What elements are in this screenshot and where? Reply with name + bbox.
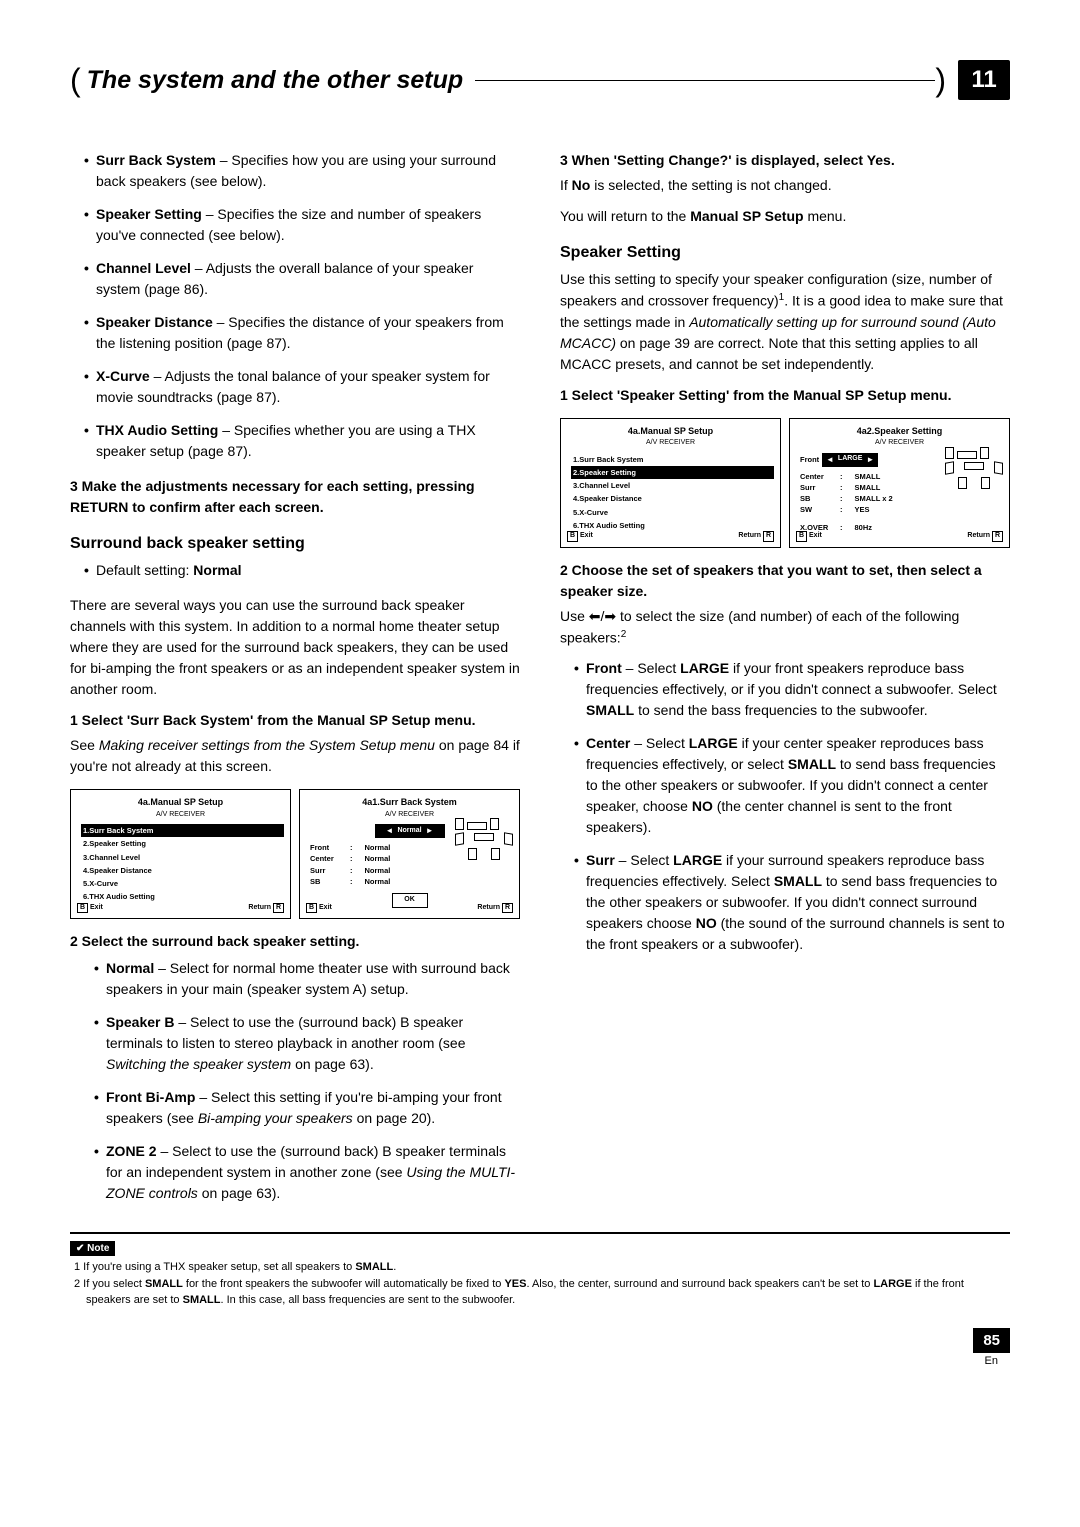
footnotes: ✔ Note 1 If you're using a THX speaker s…: [70, 1238, 1010, 1308]
content-columns: Surr Back System – Specifies how you are…: [70, 150, 1010, 1216]
osd-manual-sp: 4a.Manual SP Setup A/V RECEIVER 1.Surr B…: [70, 789, 291, 919]
r-step3-p2: You will return to the Manual SP Setup m…: [560, 206, 1010, 227]
footnote-1: 1 If you're using a THX speaker setup, s…: [70, 1260, 1010, 1275]
setting-item: X-Curve – Adjusts the tonal balance of y…: [84, 366, 520, 408]
setting-item: Channel Level – Adjusts the overall bala…: [84, 258, 520, 300]
chapter-number-badge: 11: [958, 60, 1010, 100]
surr-step2: 2 Select the surround back speaker setti…: [70, 931, 520, 952]
osd-row-1: 4a.Manual SP Setup A/V RECEIVER 1.Surr B…: [70, 789, 520, 919]
spk-para: Use this setting to specify your speaker…: [560, 269, 1010, 375]
option-item: Front Bi-Amp – Select this setting if yo…: [94, 1087, 520, 1129]
spk-use: Use ⬅/➡ to select the size (and number) …: [560, 606, 1010, 649]
footnote-rule: [70, 1232, 1010, 1234]
surr-options: Normal – Select for normal home theater …: [70, 958, 520, 1204]
surr-see: See Making receiver settings from the Sy…: [70, 735, 520, 777]
speaker-setting-heading: Speaker Setting: [560, 241, 1010, 265]
default-value: Normal: [193, 562, 241, 578]
speaker-item: Front – Select LARGE if your front speak…: [574, 658, 1010, 721]
paren-left: (: [70, 62, 81, 99]
chapter-header: ( The system and the other setup ) 11: [70, 60, 1010, 100]
header-title-wrap: ( The system and the other setup ): [70, 62, 946, 99]
setting-item: Speaker Distance – Specifies the distanc…: [84, 312, 520, 354]
speaker-item: Center – Select LARGE if your center spe…: [574, 733, 1010, 838]
page-footer: 85 En: [70, 1328, 1010, 1367]
osd-row-2: 4a.Manual SP Setup A/V RECEIVER 1.Surr B…: [560, 418, 1010, 548]
setting-item: Speaker Setting – Specifies the size and…: [84, 204, 520, 246]
footnote-2: 2 If you select SMALL for the front spea…: [70, 1277, 1010, 1308]
setting-item: Surr Back System – Specifies how you are…: [84, 150, 520, 192]
surr-back-heading: Surround back speaker setting: [70, 532, 520, 556]
option-item: Speaker B – Select to use the (surround …: [94, 1012, 520, 1075]
speaker-bullets: Front – Select LARGE if your front speak…: [560, 658, 1010, 955]
header-rule: [475, 80, 935, 81]
speaker-item: Surr – Select LARGE if your surround spe…: [574, 850, 1010, 955]
osd-manual-sp-2: 4a.Manual SP Setup A/V RECEIVER 1.Surr B…: [560, 418, 781, 548]
spk-step1: 1 Select 'Speaker Setting' from the Manu…: [560, 385, 1010, 406]
paren-right: ): [935, 62, 946, 99]
chapter-title: The system and the other setup: [87, 66, 463, 95]
default-setting: Default setting: Normal: [70, 560, 520, 581]
osd-surr-back: 4a1.Surr Back System A/V RECEIVER ◄Norma…: [299, 789, 520, 919]
option-item: ZONE 2 – Select to use the (surround bac…: [94, 1141, 520, 1204]
default-label: Default setting:: [96, 562, 193, 578]
surr-para: There are several ways you can use the s…: [70, 595, 520, 700]
note-label: ✔ Note: [70, 1241, 115, 1256]
right-column: 3 When 'Setting Change?' is displayed, s…: [560, 150, 1010, 1216]
option-item: Normal – Select for normal home theater …: [94, 958, 520, 1000]
left-column: Surr Back System – Specifies how you are…: [70, 150, 520, 1216]
setting-item: THX Audio Setting – Specifies whether yo…: [84, 420, 520, 462]
setting-list: Surr Back System – Specifies how you are…: [70, 150, 520, 462]
spk-step2: 2 Choose the set of speakers that you wa…: [560, 560, 1010, 602]
speaker-layout-icon: [455, 818, 513, 860]
r-step3: 3 When 'Setting Change?' is displayed, s…: [560, 150, 1010, 171]
r-step3-p1: If No is selected, the setting is not ch…: [560, 175, 1010, 196]
osd-speaker-setting: 4a2.Speaker Setting A/V RECEIVER Front◄L…: [789, 418, 1010, 548]
speaker-layout-icon: [945, 447, 1003, 489]
surr-step1: 1 Select 'Surr Back System' from the Man…: [70, 710, 520, 731]
step-3: 3 Make the adjustments necessary for eac…: [70, 476, 520, 518]
page-number: 85: [973, 1328, 1010, 1353]
page-lang: En: [70, 1355, 1010, 1367]
